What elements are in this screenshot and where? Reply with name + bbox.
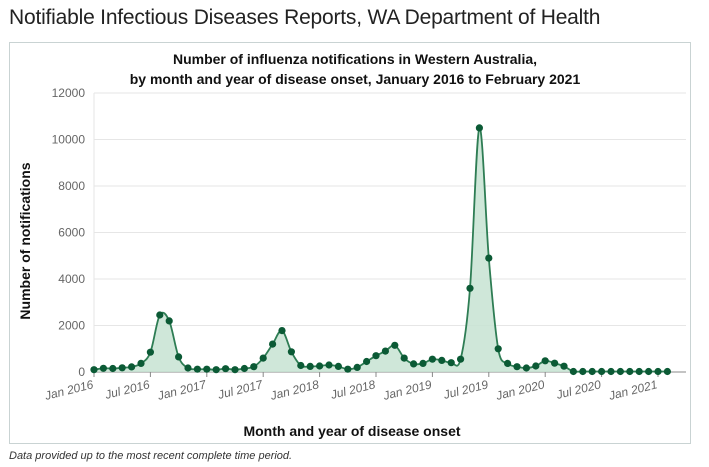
data-point: [504, 359, 512, 367]
data-point: [541, 357, 549, 365]
data-point: [90, 366, 98, 374]
x-tick-label: Jan 2019: [381, 377, 434, 403]
x-axis-title: Month and year of disease onset: [243, 423, 460, 439]
data-point: [447, 359, 455, 367]
data-point: [635, 367, 643, 376]
data-point: [475, 124, 483, 132]
data-point: [645, 367, 653, 376]
y-tick-label: 10000: [52, 133, 86, 147]
y-tick-label: 6000: [58, 226, 85, 240]
data-point: [165, 317, 173, 325]
data-point: [372, 352, 380, 360]
data-point: [269, 340, 277, 348]
data-point: [522, 364, 531, 372]
data-point: [99, 364, 107, 372]
x-tick-label: Jan 2018: [268, 377, 321, 403]
data-point: [184, 364, 192, 372]
data-point: [240, 364, 248, 373]
data-point: [203, 365, 211, 373]
data-point: [363, 357, 371, 366]
data-point: [551, 359, 559, 367]
data-point: [616, 367, 625, 376]
x-tick-label: Jul 2020: [554, 377, 603, 402]
data-point: [231, 366, 239, 374]
data-point: [222, 365, 230, 373]
data-point: [626, 367, 634, 376]
data-point: [419, 359, 427, 367]
x-tick-label: Jan 2017: [155, 377, 209, 403]
y-tick-label: 2000: [58, 319, 85, 333]
data-point: [287, 348, 295, 356]
y-axis-title: Number of notifications: [17, 162, 33, 319]
data-point: [457, 355, 465, 363]
data-point: [156, 311, 164, 319]
data-point: [485, 254, 493, 262]
data-point: [494, 345, 502, 353]
data-point: [569, 367, 578, 376]
x-axis: Jan 2016 Jul 2016 Jan 2017 Jul 2017 Jan 2018…: [42, 371, 686, 403]
data-point: [400, 354, 408, 362]
y-tick-label: 12000: [52, 86, 86, 100]
data-point: [316, 362, 324, 370]
y-tick-label: 8000: [58, 179, 85, 193]
series-area: [94, 127, 668, 372]
series-line: [93, 126, 668, 373]
x-tick-label: Jan 2020: [494, 377, 547, 403]
data-point: [334, 362, 342, 370]
data-point: [438, 356, 446, 364]
data-point: [146, 348, 154, 356]
data-point: [259, 354, 267, 362]
x-tick-label: Jul 2019: [441, 377, 490, 402]
data-point: [532, 362, 540, 370]
data-point: [137, 359, 145, 367]
data-point: [278, 327, 286, 335]
chart-title-line-1: Number of influenza notifications in Wes…: [173, 51, 537, 67]
series-influenza: [90, 124, 672, 376]
data-point: [325, 361, 333, 369]
data-point: [118, 364, 126, 372]
chart-title-line-2: by month and year of disease onset, Janu…: [130, 71, 581, 87]
y-tick-label: 0: [78, 365, 85, 379]
data-point: [607, 367, 615, 376]
data-point: [598, 367, 606, 376]
data-point: [663, 367, 672, 376]
data-point: [560, 362, 568, 370]
data-point: [654, 367, 662, 376]
data-point: [410, 360, 418, 368]
data-point: [588, 367, 596, 376]
y-tick-label: 4000: [58, 272, 85, 286]
data-point: [175, 353, 183, 361]
x-tick-label: Jan 2016: [42, 377, 95, 403]
data-point: [353, 363, 361, 371]
data-point: [579, 367, 587, 376]
x-tick-label: Jul 2017: [216, 377, 266, 402]
gridlines: [94, 92, 686, 326]
data-point: [128, 363, 136, 371]
data-point: [381, 347, 389, 355]
data-point: [391, 341, 399, 349]
data-point: [344, 365, 352, 373]
data-point: [297, 361, 305, 370]
data-point: [428, 355, 436, 363]
x-tick-label: Jul 2018: [328, 377, 377, 402]
influenza-chart: Number of influenza notifications in Wes…: [17, 51, 686, 439]
data-point: [250, 363, 258, 371]
data-point: [466, 284, 474, 292]
x-tick-label: Jan 2021: [606, 377, 658, 403]
data-point: [513, 363, 521, 371]
data-point: [193, 365, 201, 373]
footnote: Data provided up to the most recent comp…: [9, 450, 293, 462]
data-point: [109, 364, 117, 373]
x-tick-label: Jul 2016: [103, 377, 152, 402]
data-point: [212, 366, 220, 374]
y-axis: 0 2000 4000 6000 8000 10000 12000: [52, 86, 95, 379]
data-point: [306, 362, 314, 370]
page-title: Notifiable Infectious Diseases Reports, …: [9, 6, 601, 29]
chart-frame: Number of influenza notifications in Wes…: [9, 42, 691, 444]
